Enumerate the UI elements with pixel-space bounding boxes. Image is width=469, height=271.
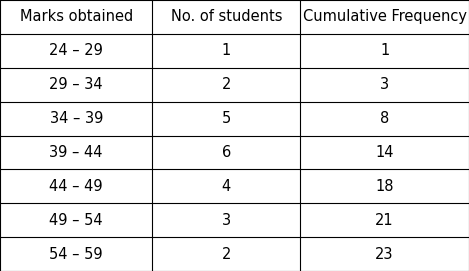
Text: 1: 1 (380, 43, 389, 58)
Text: 54 – 59: 54 – 59 (49, 247, 103, 262)
Text: 4: 4 (222, 179, 231, 194)
Text: 5: 5 (222, 111, 231, 126)
Text: 21: 21 (375, 213, 394, 228)
Text: 14: 14 (375, 145, 394, 160)
Text: 24 – 29: 24 – 29 (49, 43, 103, 58)
Text: 8: 8 (380, 111, 389, 126)
Text: 3: 3 (222, 213, 231, 228)
Text: No. of students: No. of students (171, 9, 282, 24)
Text: 1: 1 (222, 43, 231, 58)
Text: 18: 18 (375, 179, 394, 194)
Text: 6: 6 (222, 145, 231, 160)
Text: 3: 3 (380, 77, 389, 92)
Text: 2: 2 (222, 247, 231, 262)
Text: 44 – 49: 44 – 49 (49, 179, 103, 194)
Text: Cumulative Frequency: Cumulative Frequency (303, 9, 467, 24)
Text: 49 – 54: 49 – 54 (49, 213, 103, 228)
Text: 23: 23 (375, 247, 394, 262)
Text: 29 – 34: 29 – 34 (49, 77, 103, 92)
Text: 34 – 39: 34 – 39 (50, 111, 103, 126)
Text: Marks obtained: Marks obtained (20, 9, 133, 24)
Text: 39 – 44: 39 – 44 (49, 145, 103, 160)
Text: 2: 2 (222, 77, 231, 92)
